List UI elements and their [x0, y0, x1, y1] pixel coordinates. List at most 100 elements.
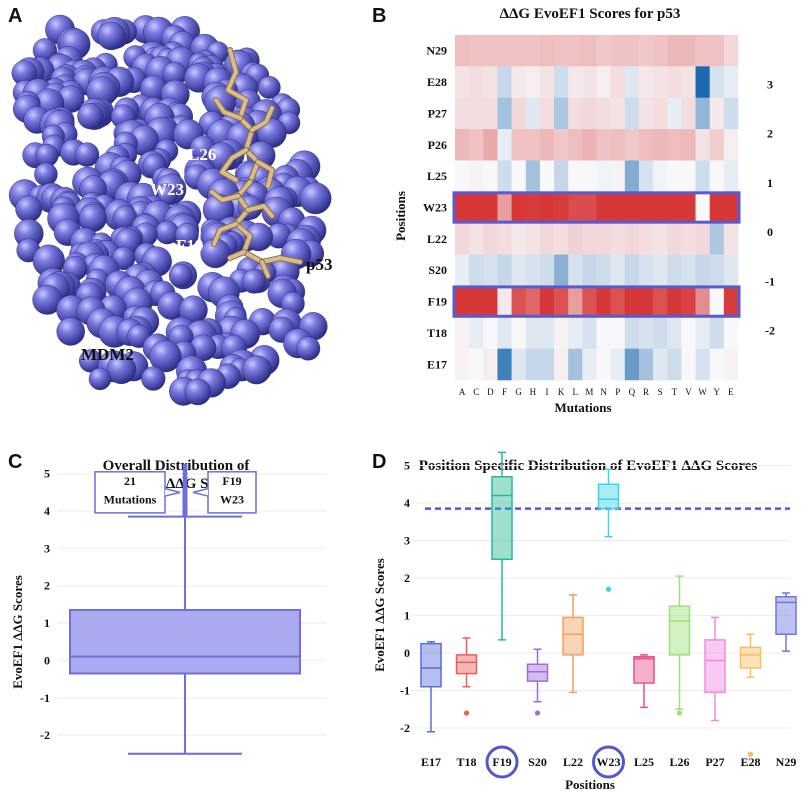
heatmap-cell — [497, 97, 512, 130]
heatmap-cell — [469, 317, 484, 349]
box-t18 — [455, 637, 478, 716]
heatmap-column-label: H — [530, 387, 537, 397]
heatmap-cell — [610, 129, 626, 161]
atom-sphere — [96, 21, 126, 51]
heatmap-cell — [568, 285, 583, 318]
heatmap-cell — [667, 129, 682, 161]
atom-sphere — [296, 336, 321, 361]
heatmap-row-label: W23 — [423, 201, 447, 215]
iqr-box — [633, 656, 655, 684]
heatmap-column-label: W — [698, 387, 707, 397]
heatmap-cell — [723, 129, 739, 161]
y-tick-label: 3 — [404, 534, 410, 548]
overall-outliers — [182, 463, 188, 518]
peptide-bond — [210, 148, 274, 218]
heatmap-cell — [554, 317, 569, 349]
heatmap-row-label: L25 — [427, 169, 447, 183]
box-l26 — [668, 575, 691, 716]
iqr-box — [739, 646, 762, 669]
heatmap-cell — [709, 160, 725, 193]
heatmap-cell — [695, 223, 710, 255]
heatmap-highlights — [452, 191, 741, 318]
heatmap-cell — [723, 191, 739, 224]
heatmap-cell — [709, 285, 725, 318]
circle-highlight-w23 — [592, 745, 625, 779]
heatmap-cell — [455, 160, 470, 193]
annotation-pointer-right — [192, 487, 209, 497]
atom-sphere — [88, 367, 112, 391]
heatmap-cell — [610, 317, 626, 349]
y-tick-label: 4 — [404, 496, 410, 510]
y-tick-label: -1 — [40, 691, 50, 705]
outlier-point — [182, 467, 188, 473]
y-tick-label: 4 — [44, 504, 50, 518]
heatmap-cell — [681, 317, 696, 349]
heatmap-cell — [525, 97, 541, 130]
heatmap-row-label: T18 — [427, 326, 447, 340]
overall-box — [69, 515, 301, 755]
heatmap-cell — [610, 35, 626, 67]
heatmap-cell — [469, 160, 484, 193]
heatmap-cell — [667, 191, 682, 224]
heatmap-cell — [455, 191, 470, 224]
heatmap-cell — [681, 129, 696, 161]
heatmap-cell — [469, 348, 484, 381]
heatmap-cell — [568, 223, 583, 255]
heatmap-column-label: Q — [629, 387, 636, 397]
heatmap-cell — [709, 254, 725, 287]
heatmap-cell — [610, 348, 626, 381]
iqr-box — [420, 642, 442, 688]
heatmap-cell — [483, 348, 498, 381]
x-label-t18: T18 — [456, 755, 476, 769]
heatmap-cell — [681, 285, 696, 318]
heatmap-cell — [709, 66, 725, 99]
heatmap-cell — [596, 285, 611, 318]
heatmap-cell — [681, 191, 696, 224]
heatmap-cell — [667, 66, 682, 99]
panel-d-letter: D — [372, 451, 386, 473]
y-tick-label: 2 — [44, 579, 50, 593]
panel-b-letter: B — [372, 5, 386, 27]
heatmap-column-label: F — [502, 387, 507, 397]
heatmap-cell — [582, 317, 597, 349]
heatmap-cell — [539, 66, 555, 99]
heatmap-cell — [653, 254, 668, 287]
heatmap-cell — [455, 35, 470, 67]
atom-sphere — [184, 378, 212, 406]
iqr-box — [562, 616, 584, 656]
heatmap-cell — [511, 97, 527, 130]
heatmap-cell — [667, 285, 682, 318]
atom-sphere — [168, 263, 193, 288]
heatmap-cell — [610, 66, 626, 99]
p53-peptide — [209, 47, 303, 279]
atom-sphere — [34, 162, 58, 187]
y-tick-label: 2 — [404, 571, 410, 585]
heatmap-cell — [539, 35, 555, 67]
heatmap-cell — [483, 317, 498, 349]
heatmap-cell — [638, 285, 654, 318]
atom-sphere — [241, 269, 267, 294]
heatmap-cell — [667, 160, 682, 193]
heatmap-row-label: E17 — [427, 357, 447, 371]
heatmap-cell — [525, 35, 541, 67]
heatmap-cell — [681, 97, 696, 130]
heatmap-cell — [638, 35, 654, 67]
heatmap-cell — [596, 97, 611, 130]
heatmap-cell — [667, 348, 682, 381]
heatmap-cell — [483, 97, 498, 130]
heatmap-cell — [539, 191, 555, 224]
heatmap-cell — [709, 129, 725, 161]
heatmap-cell — [525, 348, 541, 381]
heatmap-cell — [596, 348, 611, 381]
overall-title-line1: Overall Distribution of — [103, 458, 251, 474]
heatmap-cell — [483, 160, 498, 193]
heatmap-cell — [554, 254, 569, 287]
heatmap-cell — [539, 129, 555, 161]
heatmap-cell — [653, 348, 668, 381]
heatmap-cell — [511, 348, 527, 381]
heatmap-cell — [610, 254, 626, 287]
box-s20 — [526, 648, 549, 716]
atom-sphere — [15, 195, 43, 223]
heatmap-cell — [667, 223, 682, 255]
overall-annotations: 21 Mutations F19 W23 — [94, 471, 257, 514]
